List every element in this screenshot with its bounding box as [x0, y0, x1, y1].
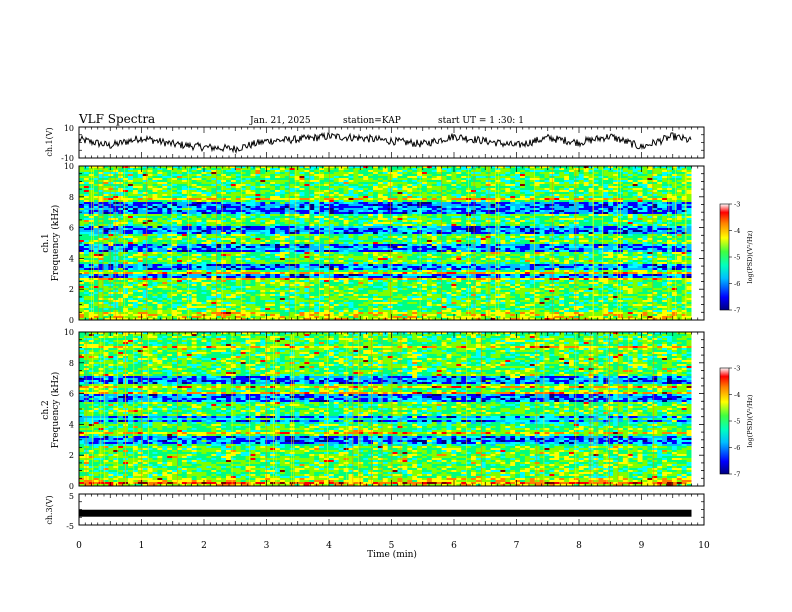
ch2-spectrogram-image [79, 332, 704, 486]
ch2-colorbar-tick: -6 [734, 444, 740, 452]
ch2-frequency-ylabel: Frequency (kHz) [50, 372, 61, 449]
ch1-freq-ytick: 10 [64, 162, 74, 171]
ch3-waveform-line [79, 510, 692, 517]
ch3-waveform-ylabel: ch.3(V) [45, 495, 54, 524]
time-xtick: 8 [576, 541, 582, 551]
ch2-freq-ytick: 10 [64, 328, 74, 337]
ch2-colorbar-tick: -5 [734, 418, 740, 426]
ch3-ytick-min: -5 [66, 522, 74, 531]
date-label: Jan. 21, 2025 [249, 116, 311, 126]
time-xtick: 4 [326, 541, 332, 551]
ch1-channel-label: ch.1 [41, 233, 51, 252]
ch1-colorbar-tick: -5 [734, 254, 740, 262]
ch3-ytick-max: 5 [69, 492, 74, 501]
ch1-colorbar-tick: -6 [734, 280, 740, 288]
ch1-colorbar-label: log(PSD)(V²/Hz) [746, 230, 754, 283]
ch1-colorbar [720, 204, 729, 310]
time-xtick: 1 [139, 541, 145, 551]
time-xtick: 6 [451, 541, 457, 551]
ch1-waveform-ylabel: ch.1(V) [45, 127, 54, 156]
ch2-freq-ytick: 2 [69, 451, 74, 460]
ch1-freq-ytick: 8 [69, 193, 74, 202]
ch2-colorbar-tick: -4 [734, 391, 740, 399]
start-ut-label: start UT = 1 :30: 1 [438, 116, 524, 126]
ch1-spectrogram-image [79, 166, 704, 320]
time-xlabel: Time (min) [367, 549, 417, 560]
ch2-freq-ytick: 0 [69, 482, 74, 491]
ch2-freq-ytick: 4 [69, 420, 74, 429]
time-xtick: 10 [698, 541, 710, 551]
time-xtick: 7 [514, 541, 520, 551]
time-xtick: 3 [264, 541, 270, 551]
ch1-ytick-max: 10 [64, 124, 74, 133]
ch2-colorbar-label: log(PSD)(V²/Hz) [746, 394, 754, 447]
ch2-colorbar-tick: -7 [734, 471, 740, 479]
time-xtick: 9 [639, 541, 645, 551]
ch1-waveform-panel: 10 -10 ch.1(V) [45, 124, 704, 163]
ch1-colorbar-tick: -7 [734, 307, 740, 315]
ch1-colorbar-tick: -4 [734, 227, 740, 235]
ch2-colorbar [720, 368, 729, 474]
ch1-freq-ytick: 2 [69, 285, 74, 294]
ch3-waveform-panel: 5 -5 ch.3(V) [45, 492, 704, 531]
ch1-freq-ytick: 4 [69, 254, 74, 263]
ch2-channel-label: ch.2 [41, 400, 51, 419]
ch1-frequency-ylabel: Frequency (kHz) [50, 205, 61, 282]
ch2-colorbar-tick: -3 [734, 365, 740, 373]
ch1-freq-ytick: 6 [69, 224, 74, 233]
ch2-freq-ytick: 6 [69, 390, 74, 399]
figure-title: VLF Spectra [78, 112, 155, 126]
vlf-spectra-figure: VLF Spectra Jan. 21, 2025 station=KAP st… [0, 0, 792, 612]
ch1-freq-ytick: 0 [69, 316, 74, 325]
time-xtick: 2 [201, 541, 207, 551]
ch1-colorbar-tick: -3 [734, 201, 740, 209]
station-label: station=KAP [343, 116, 401, 126]
ch2-freq-ytick: 8 [69, 359, 74, 368]
time-xtick: 0 [76, 541, 82, 551]
